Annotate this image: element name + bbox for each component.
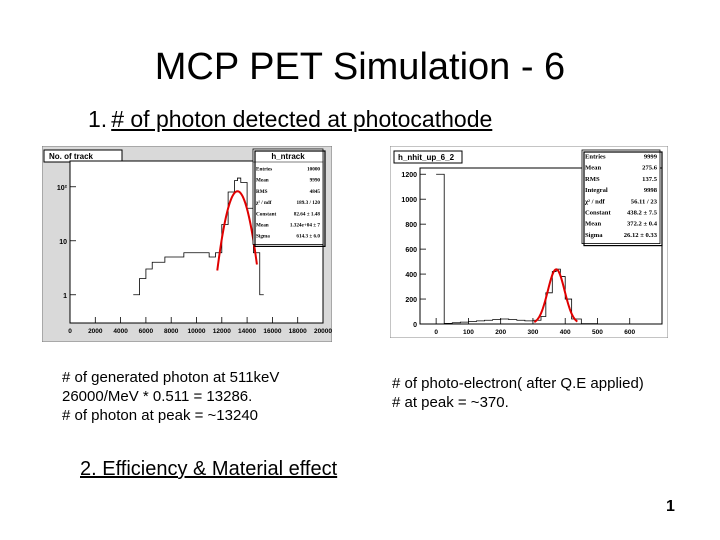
y-tick-label: 10² — [57, 185, 68, 192]
subtitle-text: # of photon detected at photocathode — [111, 106, 493, 132]
stats-label: Mean — [585, 221, 601, 228]
stats-value: 438.2 ± 7.5 — [627, 210, 658, 217]
x-tick-label: 300 — [528, 329, 539, 336]
left-axis-ticks — [69, 186, 324, 323]
stats-label: RMS — [256, 189, 268, 195]
left-x-tick-labels: 0 2000 4000 6000 8000 10000 12000 14000 16000 180… — [68, 328, 332, 335]
stats-value: 56.11 / 23 — [631, 198, 658, 205]
stats-value: 4845 — [310, 189, 321, 195]
left-stats-box: h_ntrack Entries 10000 Mean 9990 RMS 4845 χ² / … — [252, 148, 326, 248]
right-histogram-plot: h_nhit_up_6_2 0 200 400 600 800 1000 1200 0 100… — [390, 146, 668, 338]
x-tick-label: 0 — [434, 329, 438, 336]
caption-left-line: # of photon at peak = ~13240 — [62, 407, 259, 424]
stats-box-frame — [581, 149, 661, 244]
left-title: No. of track — [49, 152, 94, 161]
stats-label: Sigma — [256, 234, 270, 240]
caption-left: # of generated photon at 511keV 26000/Me… — [62, 368, 279, 425]
x-tick-label: 100 — [463, 329, 474, 336]
caption-right-line: # of photo-electron( after Q.E applied) — [392, 375, 644, 392]
x-tick-label: 600 — [624, 329, 635, 336]
stats-label: Mean — [585, 165, 601, 172]
y-tick-label: 200 — [405, 297, 417, 304]
stats-value: 372.2 ± 0.4 — [627, 221, 658, 228]
stats-box-frame — [252, 148, 324, 245]
x-tick-label: 200 — [495, 329, 506, 336]
x-tick-label: 400 — [560, 329, 571, 336]
stats-value: 614.3 ± 6.0 — [296, 234, 320, 240]
stats-label: χ² / ndf — [584, 198, 605, 205]
stats-box-shadow — [583, 151, 663, 247]
stats-value: 275.6 — [642, 165, 658, 172]
x-tick-label: 6000 — [139, 328, 154, 335]
y-tick-label: 400 — [405, 272, 417, 279]
stats-value: 189.3 / 120 — [297, 200, 321, 206]
right-title: h_nhit_up_6_2 — [398, 153, 455, 162]
x-tick-label: 8000 — [164, 328, 179, 335]
right-histogram-svg: h_nhit_up_6_2 0 200 400 600 800 1000 1200 0 100… — [390, 146, 668, 338]
caption-left-line: 26000/MeV * 0.511 = 13286. — [62, 388, 253, 405]
x-tick-label: 500 — [592, 329, 603, 336]
y-tick-label: 10 — [59, 239, 67, 246]
left-fit-curve — [216, 190, 258, 271]
stats-label: Sigma — [585, 232, 603, 239]
x-tick-label: 16000 — [263, 328, 281, 335]
caption-right-line: # at peak = ~370. — [392, 394, 509, 411]
y-tick-label: 0 — [413, 322, 417, 329]
left-histogram-line — [133, 177, 264, 296]
stats-box-shadow — [254, 150, 326, 248]
left-y-tick-labels: 11010²10³ — [57, 185, 68, 300]
stats-value: 9990 — [310, 178, 321, 184]
right-title-box — [393, 150, 463, 164]
stats-value: 1.324e+04 ± 7 — [290, 223, 321, 229]
caption-left-line: # of generated photon at 511keV — [62, 369, 280, 386]
x-tick-label: 2000 — [88, 328, 103, 335]
stats-label: Mean — [256, 223, 269, 229]
page-number: 1 — [666, 498, 675, 515]
slide-title: MCP PET Simulation - 6 — [154, 46, 566, 88]
x-tick-label: 20000 — [314, 328, 332, 335]
left-histogram-plot: No. of track 11010²10³ 02000400060008000… — [42, 146, 332, 342]
y-tick-label: 600 — [405, 247, 417, 254]
subtitle-number: 1. — [88, 106, 108, 132]
stats-label: Entries — [585, 154, 606, 161]
right-fit-curve — [533, 268, 578, 323]
slide-subtitle: 1. # of photon detected at photocathode — [88, 104, 492, 134]
y-tick-label: 1200 — [401, 172, 417, 179]
stats-value: 9999 — [644, 154, 658, 161]
right-x-tick-labels: 0 100 200 300 400 500 600 — [434, 329, 635, 336]
y-tick-label: 1 — [63, 293, 67, 300]
stats-value: 82.64 ± 1.48 — [294, 211, 321, 217]
section-2-heading: 2. Efficiency & Material effect — [80, 458, 338, 480]
right-axis-ticks — [420, 173, 631, 325]
caption-right: # of photo-electron( after Q.E applied) … — [392, 374, 644, 412]
stats-label: Constant — [585, 210, 611, 217]
stats-value: 9998 — [644, 187, 658, 194]
stats-label: Entries — [256, 167, 272, 173]
x-tick-label: 18000 — [289, 328, 307, 335]
stats-label: RMS — [585, 176, 600, 183]
x-tick-label: 4000 — [113, 328, 128, 335]
y-tick-label: 1000 — [401, 197, 417, 204]
stats-label: Constant — [256, 211, 276, 217]
stats-label: Integral — [585, 187, 608, 194]
x-tick-label: 12000 — [213, 328, 231, 335]
stats-value: 26.12 ± 0.33 — [624, 232, 658, 239]
x-tick-label: 14000 — [238, 328, 256, 335]
stats-name: h_ntrack — [271, 152, 305, 161]
x-tick-label: 10000 — [187, 328, 205, 335]
stats-label: χ² / ndf — [255, 200, 272, 206]
stats-value: 137.5 — [642, 176, 658, 183]
x-tick-label: 0 — [68, 328, 72, 335]
y-tick-label: 800 — [405, 222, 417, 229]
right-y-tick-labels: 0 200 400 600 800 1000 1200 — [401, 172, 417, 329]
left-histogram-svg: No. of track 11010²10³ 02000400060008000… — [42, 146, 332, 342]
right-stats-box: Entries 9999 Mean 275.6 RMS 137.5 Integral 9998… — [581, 149, 663, 247]
stats-value: 10000 — [307, 167, 320, 173]
stats-label: Mean — [256, 178, 269, 184]
